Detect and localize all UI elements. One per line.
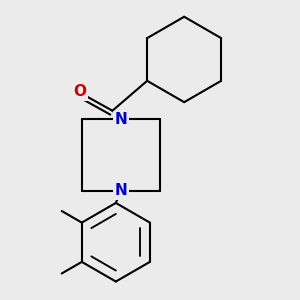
Text: N: N [115,112,127,127]
Text: N: N [115,184,127,199]
Text: O: O [74,84,86,99]
